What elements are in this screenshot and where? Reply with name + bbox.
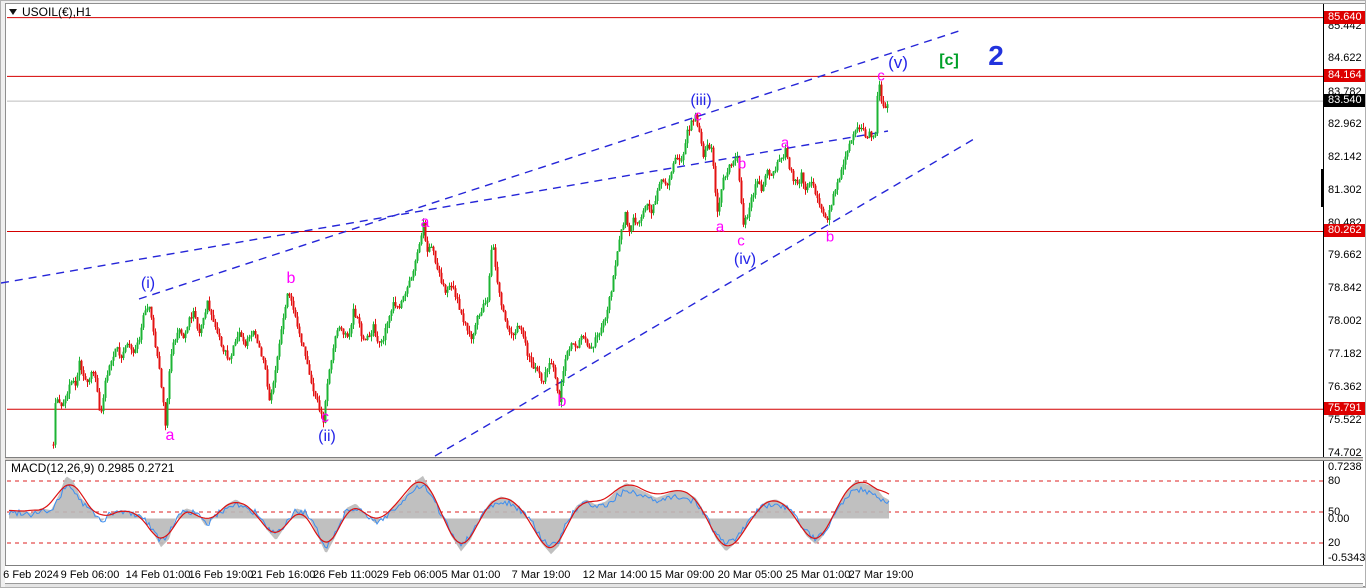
price-axis-tick-label: 82.142 xyxy=(1328,150,1362,163)
price-axis-tick-label: 77.182 xyxy=(1328,347,1362,360)
time-axis-label[interactable]: 20 Mar 05:00 xyxy=(717,569,783,581)
time-axis-label[interactable]: 21 Feb 16:00 xyxy=(250,569,316,581)
chevron-down-icon[interactable] xyxy=(9,9,17,15)
time-axis-label[interactable]: 12 Mar 14:00 xyxy=(582,569,648,581)
chart-client-area xyxy=(5,3,1365,587)
wave-annotation-label[interactable]: a xyxy=(715,218,725,236)
wave-annotation-label[interactable]: a xyxy=(780,134,790,152)
price-axis-tick-label: 78.002 xyxy=(1328,315,1362,328)
macd-signal-line xyxy=(9,481,890,549)
trendline[interactable] xyxy=(434,138,975,457)
wave-annotation-label[interactable]: (iv) xyxy=(733,251,757,268)
symbol-title-bar[interactable]: USOIL(€),H1 xyxy=(9,5,91,19)
wave-annotation-label[interactable]: c xyxy=(877,67,885,85)
alert-price-badge: 75.791 xyxy=(1324,402,1365,416)
trendline[interactable] xyxy=(138,30,960,300)
macd-axis-label: -0.5343 xyxy=(1328,552,1366,564)
wave-annotation-label[interactable]: b xyxy=(825,228,835,246)
wave-annotation-label[interactable]: b xyxy=(286,270,296,287)
wave-annotation-label[interactable]: b xyxy=(557,393,567,410)
wave-annotation-label[interactable]: a xyxy=(165,427,175,444)
current-price-badge: 83.540 xyxy=(1324,94,1365,108)
time-axis-label[interactable]: 29 Feb 06:00 xyxy=(376,569,442,581)
wave-annotation-label[interactable]: (ii) xyxy=(318,428,336,445)
trendline[interactable] xyxy=(1,130,889,284)
price-axis-tick-label: 76.362 xyxy=(1328,380,1362,393)
time-axis-label[interactable]: 16 Feb 19:00 xyxy=(188,569,254,581)
alert-price-badge: 84.164 xyxy=(1324,69,1365,83)
wave-annotation-label[interactable]: (i) xyxy=(140,275,156,292)
candles xyxy=(52,80,889,449)
symbol-title: USOIL(€),H1 xyxy=(22,5,92,19)
time-axis-label[interactable]: 25 Mar 01:00 xyxy=(785,569,851,581)
time-axis-label[interactable]: 9 Feb 06:00 xyxy=(60,569,120,581)
macd-axis-label: 20 xyxy=(1328,537,1341,549)
wave-annotation-label[interactable]: (iii) xyxy=(690,92,712,109)
window-bottom-frame xyxy=(5,583,1363,587)
macd-panel-border xyxy=(5,565,1363,566)
time-axis-label[interactable]: 6 Feb 2024 xyxy=(3,569,59,581)
price-axis-border xyxy=(1323,4,1324,565)
price-axis-tick-label: 81.302 xyxy=(1328,184,1362,197)
time-axis-label[interactable]: 15 Mar 09:00 xyxy=(649,569,715,581)
panel-separator[interactable] xyxy=(5,457,1363,461)
macd-axis-label: 80 xyxy=(1328,475,1341,487)
price-axis-tick-label: 75.522 xyxy=(1328,413,1362,426)
price-axis-tick-label: 84.622 xyxy=(1328,52,1362,65)
wave-annotation-label[interactable]: c xyxy=(737,232,745,250)
price-axis-tick-label: 74.702 xyxy=(1328,446,1362,459)
wave-annotation-label[interactable]: a xyxy=(420,214,430,231)
macd-axis-label: 0.7238 xyxy=(1328,461,1362,473)
wave-annotation-label[interactable]: [c] xyxy=(939,52,959,69)
time-axis-label[interactable]: 5 Mar 01:00 xyxy=(441,569,501,581)
wave-annotation-label[interactable]: c xyxy=(321,409,329,426)
indicator-label: MACD(12,26,9) 0.2985 0.2721 xyxy=(11,461,175,475)
price-axis-tick-label: 82.962 xyxy=(1328,118,1362,131)
macd-histogram-area xyxy=(9,475,889,555)
macd-axis-label: 0.00 xyxy=(1328,513,1350,525)
time-axis[interactable] xyxy=(5,566,1363,583)
wave-annotation-label[interactable]: b xyxy=(737,155,747,173)
alert-price-badge: 80.262 xyxy=(1324,224,1365,238)
alert-price-badge: 85.640 xyxy=(1324,10,1365,24)
time-axis-label[interactable]: 26 Feb 11:00 xyxy=(312,569,378,581)
wave-annotation-label[interactable]: c xyxy=(694,107,702,125)
wave-annotation-label[interactable]: (v) xyxy=(888,53,908,72)
price-axis-tick-label: 79.662 xyxy=(1328,249,1362,262)
wave-annotation-label[interactable]: 2 xyxy=(988,40,1004,71)
macd-axis-label: 50 xyxy=(1328,506,1341,518)
time-axis-label[interactable]: 14 Feb 01:00 xyxy=(125,569,191,581)
time-axis-label[interactable]: 27 Mar 19:00 xyxy=(848,569,914,581)
price-axis-tick-label: 78.842 xyxy=(1328,281,1362,294)
time-axis-label[interactable]: 7 Mar 19:00 xyxy=(511,569,571,581)
